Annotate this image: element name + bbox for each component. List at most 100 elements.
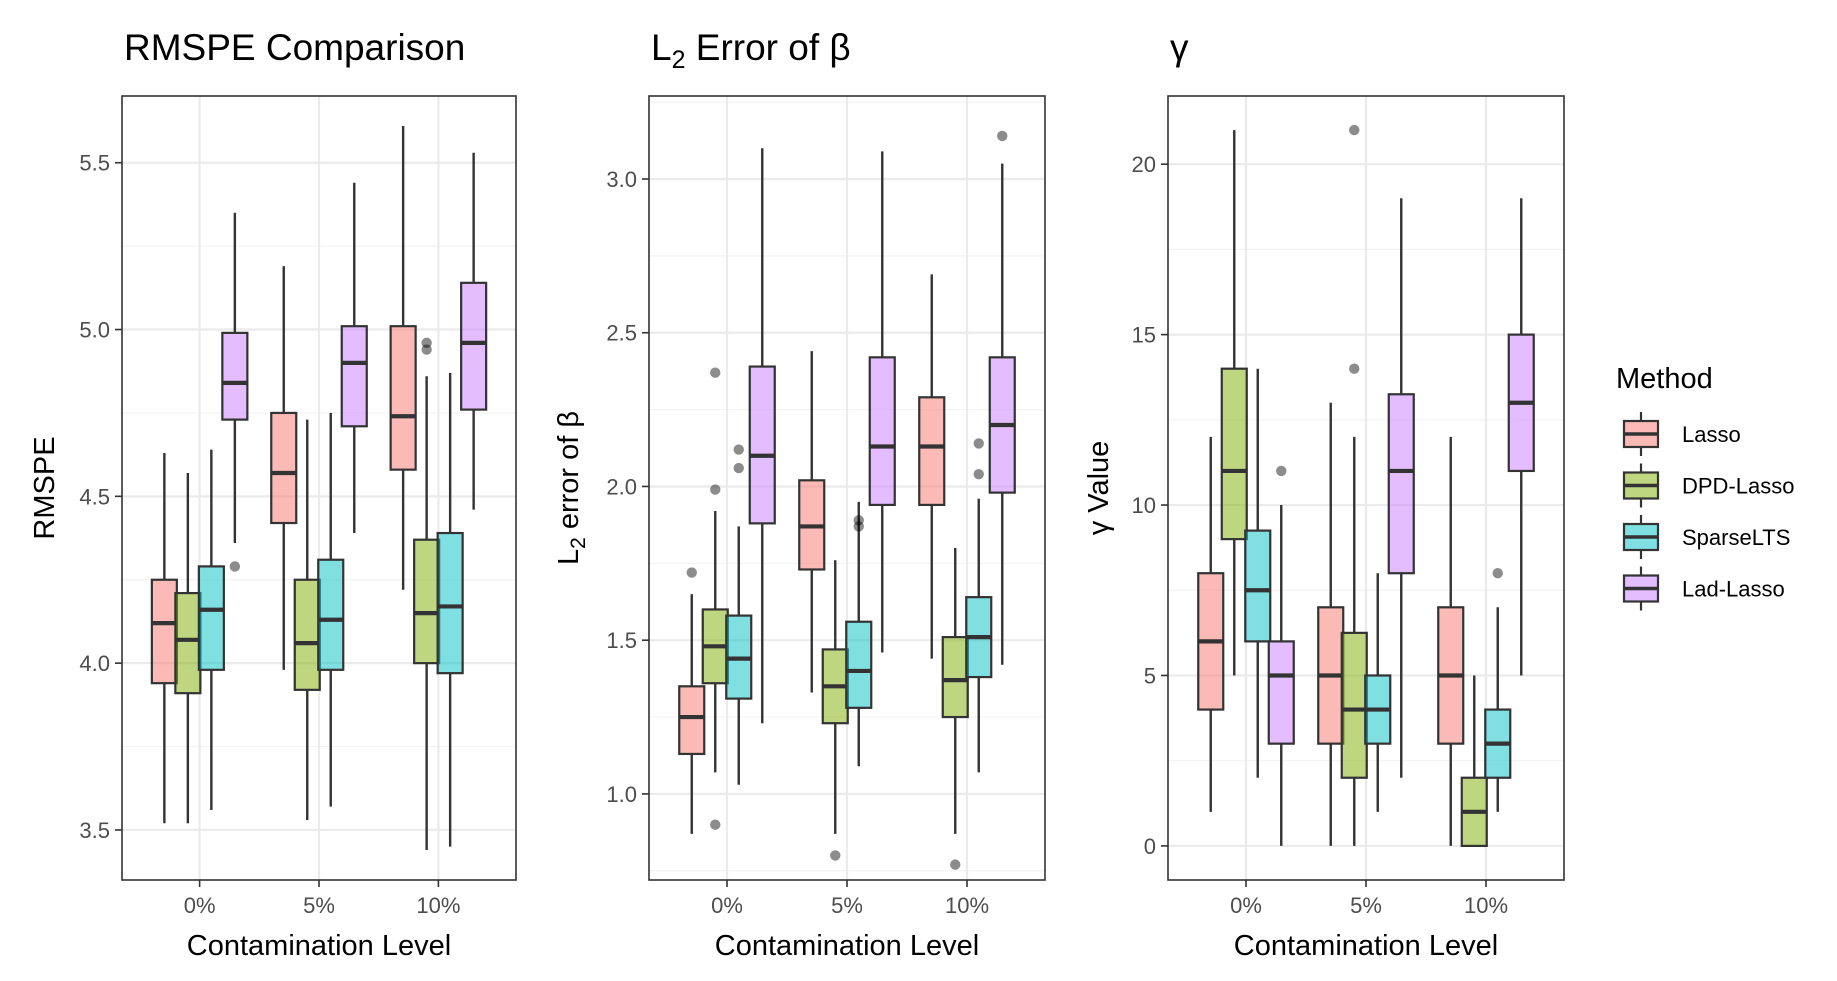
box-dpd-lasso-0pct [174,472,202,824]
y-axis-title: L2 error of β [553,411,590,565]
box-lasso-10pct [918,274,946,659]
outlier-point [421,344,432,355]
box-dpd-lasso-5pct [821,560,849,861]
y-axis-title: RMSPE [29,436,61,539]
box-lad-lasso-5pct [1387,198,1415,778]
y-tick-label: 1.0 [606,782,637,807]
box-sparselts-0pct [725,444,753,785]
box-lasso-5pct [1317,402,1345,846]
legend-label: DPD-Lasso [1682,474,1794,499]
outlier-point [973,468,984,480]
box-lad-lasso-0pct [748,148,776,724]
panel-gamma: γ 0 5 10 15 20 0% 5% 10% Contamination Level γ… [1083,27,1565,962]
y-tick-label: 2.0 [606,474,637,499]
outlier-point [733,462,744,474]
iqr-box [436,531,464,675]
outlier-point [997,130,1008,142]
box-lad-lasso-10pct [460,152,488,510]
panel-title: L2 Error of β [651,27,851,74]
box-lasso-5pct [270,266,298,670]
x-ticks: 0% 5% 10% [711,880,989,918]
iqr-box [845,620,873,709]
box-lad-lasso-5pct [340,182,368,534]
iqr-box [293,578,321,691]
outlier-point [229,561,241,572]
boxplot-marks [678,130,1016,870]
iqr-box [941,636,969,719]
outlier-point [421,337,432,349]
x-axis-title: Contamination Level [715,930,979,962]
iqr-box [1340,631,1368,779]
iqr-box [221,331,249,421]
panel-rmspe: RMSPE Comparison 3.5 4.0 4.5 5.0 5.5 0% 5% 10%… [29,27,517,962]
box-sparselts-10pct [965,438,993,773]
x-tick-label: 5% [831,893,863,918]
title-rest: Error of β [685,27,850,68]
x-tick-label: 0% [184,893,216,918]
iqr-box [868,356,896,507]
outlier-point [733,444,744,455]
y-tick-label: 1.5 [606,628,637,653]
x-tick-label: 10% [1464,893,1508,918]
iqr-box [1244,529,1272,643]
boxplot-marks [150,126,488,850]
ylabel-rest: error of β [553,411,585,537]
y-tick-label: 5.5 [79,151,110,176]
box-lad-lasso-0pct [221,212,249,572]
outlier-point [830,850,841,861]
x-axis-title: Contamination Level [1234,930,1498,962]
iqr-box [340,325,368,428]
legend: Method Lasso DPD-Lasso SparseLTS Lad-Lasso [1616,363,1794,611]
box-dpd-lasso-5pct [293,419,321,820]
iqr-box [270,411,298,525]
y-tick-label: 0 [1144,834,1156,859]
gridlines [649,96,1045,880]
iqr-box [460,281,488,411]
panel-title: RMSPE Comparison [124,27,465,68]
x-tick-label: 0% [1230,893,1262,918]
panel-title: γ [1170,27,1189,68]
legend-title: Method [1616,363,1713,395]
outlier-point [1349,363,1360,374]
outlier-point [710,367,721,378]
y-axis-title: γ Value [1083,441,1115,536]
outlier-point [1492,568,1503,579]
box-lasso-0pct [150,452,178,824]
y-ticks: 3.5 4.0 4.5 5.0 5.5 [79,151,122,843]
iqr-box [1387,393,1415,575]
legend-item-lad-lasso: Lad-Lasso [1622,566,1785,611]
box-dpd-lasso-10pct [1460,675,1488,848]
box-lad-lasso-10pct [1507,198,1535,676]
y-tick-label: 5.0 [79,318,110,343]
iqr-box [197,565,225,671]
y-ticks: 1.0 1.5 2.0 2.5 3.0 [606,167,649,807]
box-dpd-lasso-0pct [1220,130,1248,676]
outlier-point [950,859,961,870]
iqr-box [748,365,776,525]
outlier-point [686,567,697,578]
box-lasso-0pct [1197,436,1225,812]
box-sparselts-5pct [317,412,345,807]
outlier-point [710,819,721,830]
y-tick-label: 15 [1132,323,1156,348]
outlier-point [853,521,864,532]
iqr-box [1267,640,1295,745]
box-sparselts-10pct [1484,568,1512,812]
y-tick-label: 20 [1132,152,1156,177]
iqr-box [1220,367,1248,541]
iqr-box [174,591,202,695]
iqr-box [413,538,441,665]
y-tick-label: 4.0 [79,651,110,676]
box-lasso-10pct [1437,436,1465,846]
legend-label: Lad-Lasso [1682,577,1785,602]
outlier-point [853,515,864,526]
box-dpd-lasso-10pct [941,547,969,870]
iqr-box [150,578,178,685]
x-tick-label: 10% [416,893,460,918]
outlier-point [710,484,721,495]
legend-item-sparselts: SparseLTS [1622,515,1790,559]
box-sparselts-5pct [1364,573,1392,812]
boxplot-marks [1197,124,1535,848]
y-tick-label: 4.5 [79,484,110,509]
x-ticks: 0% 5% 10% [184,880,460,918]
